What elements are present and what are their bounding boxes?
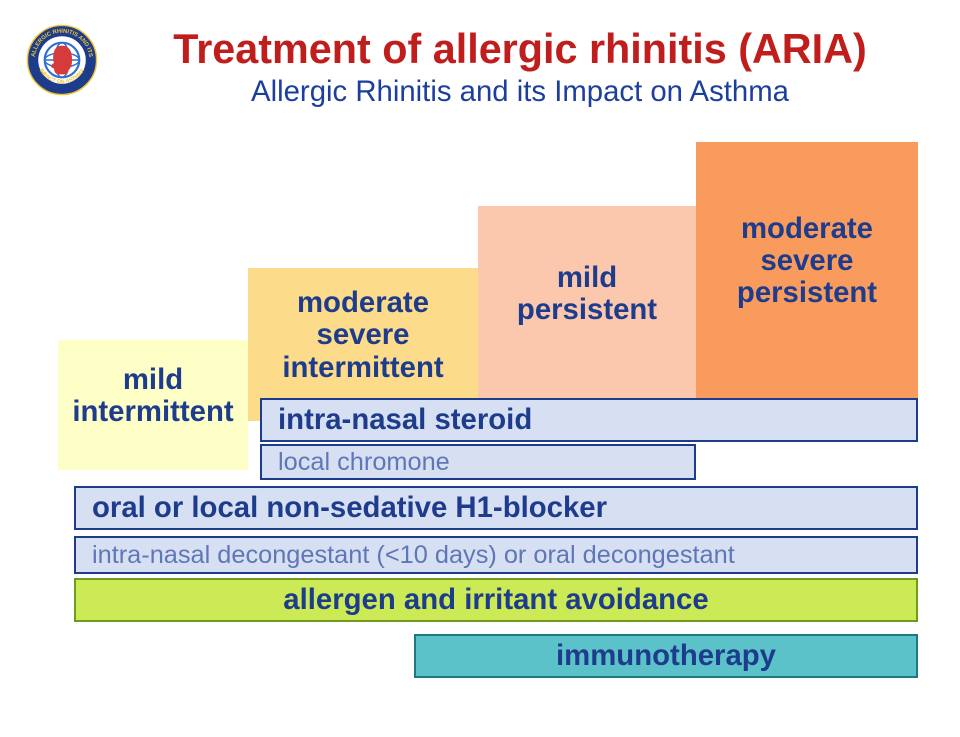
title-block: Treatment of allergic rhinitis (ARIA) Al… xyxy=(120,26,920,109)
severity-step-label: mild intermittent xyxy=(64,358,241,453)
slide-canvas: ALLERGIC RHINITIS AND ITS IMPACT ON ASTH… xyxy=(0,0,960,737)
treatment-bar-label: immunotherapy xyxy=(556,639,776,673)
aria-logo: ALLERGIC RHINITIS AND ITS IMPACT ON ASTH… xyxy=(26,24,98,96)
treatment-bar-label: allergen and irritant avoidance xyxy=(283,583,708,617)
treatment-bar-decongestant: intra-nasal decongestant (<10 days) or o… xyxy=(74,536,918,574)
treatment-bar-intra_nasal_steroid: intra-nasal steroid xyxy=(260,398,918,442)
severity-step-moderate_severe_persistent: moderate severe persistent xyxy=(696,142,918,398)
treatment-bar-immunotherapy: immunotherapy xyxy=(414,634,918,678)
severity-step-mild_intermittent: mild intermittent xyxy=(58,340,248,470)
severity-step-label: mild persistent xyxy=(509,256,665,351)
treatment-bar-label: oral or local non-sedative H1-blocker xyxy=(92,491,607,525)
severity-step-mild_persistent: mild persistent xyxy=(478,206,696,400)
treatment-bar-avoidance: allergen and irritant avoidance xyxy=(74,578,918,622)
treatment-bar-h1_blocker: oral or local non-sedative H1-blocker xyxy=(74,486,918,530)
severity-step-label: moderate severe intermittent xyxy=(274,281,451,408)
treatment-bar-label: intra-nasal steroid xyxy=(278,403,532,437)
slide-title: Treatment of allergic rhinitis (ARIA) xyxy=(120,26,920,74)
treatment-bar-local_chromone: local chromone xyxy=(260,444,696,480)
aria-logo-svg: ALLERGIC RHINITIS AND ITS IMPACT ON ASTH… xyxy=(26,24,98,96)
severity-step-label: moderate severe persistent xyxy=(729,207,885,334)
treatment-bar-label: intra-nasal decongestant (<10 days) or o… xyxy=(92,541,735,570)
slide-subtitle: Allergic Rhinitis and its Impact on Asth… xyxy=(120,74,920,109)
treatment-bar-label: local chromone xyxy=(278,448,450,477)
